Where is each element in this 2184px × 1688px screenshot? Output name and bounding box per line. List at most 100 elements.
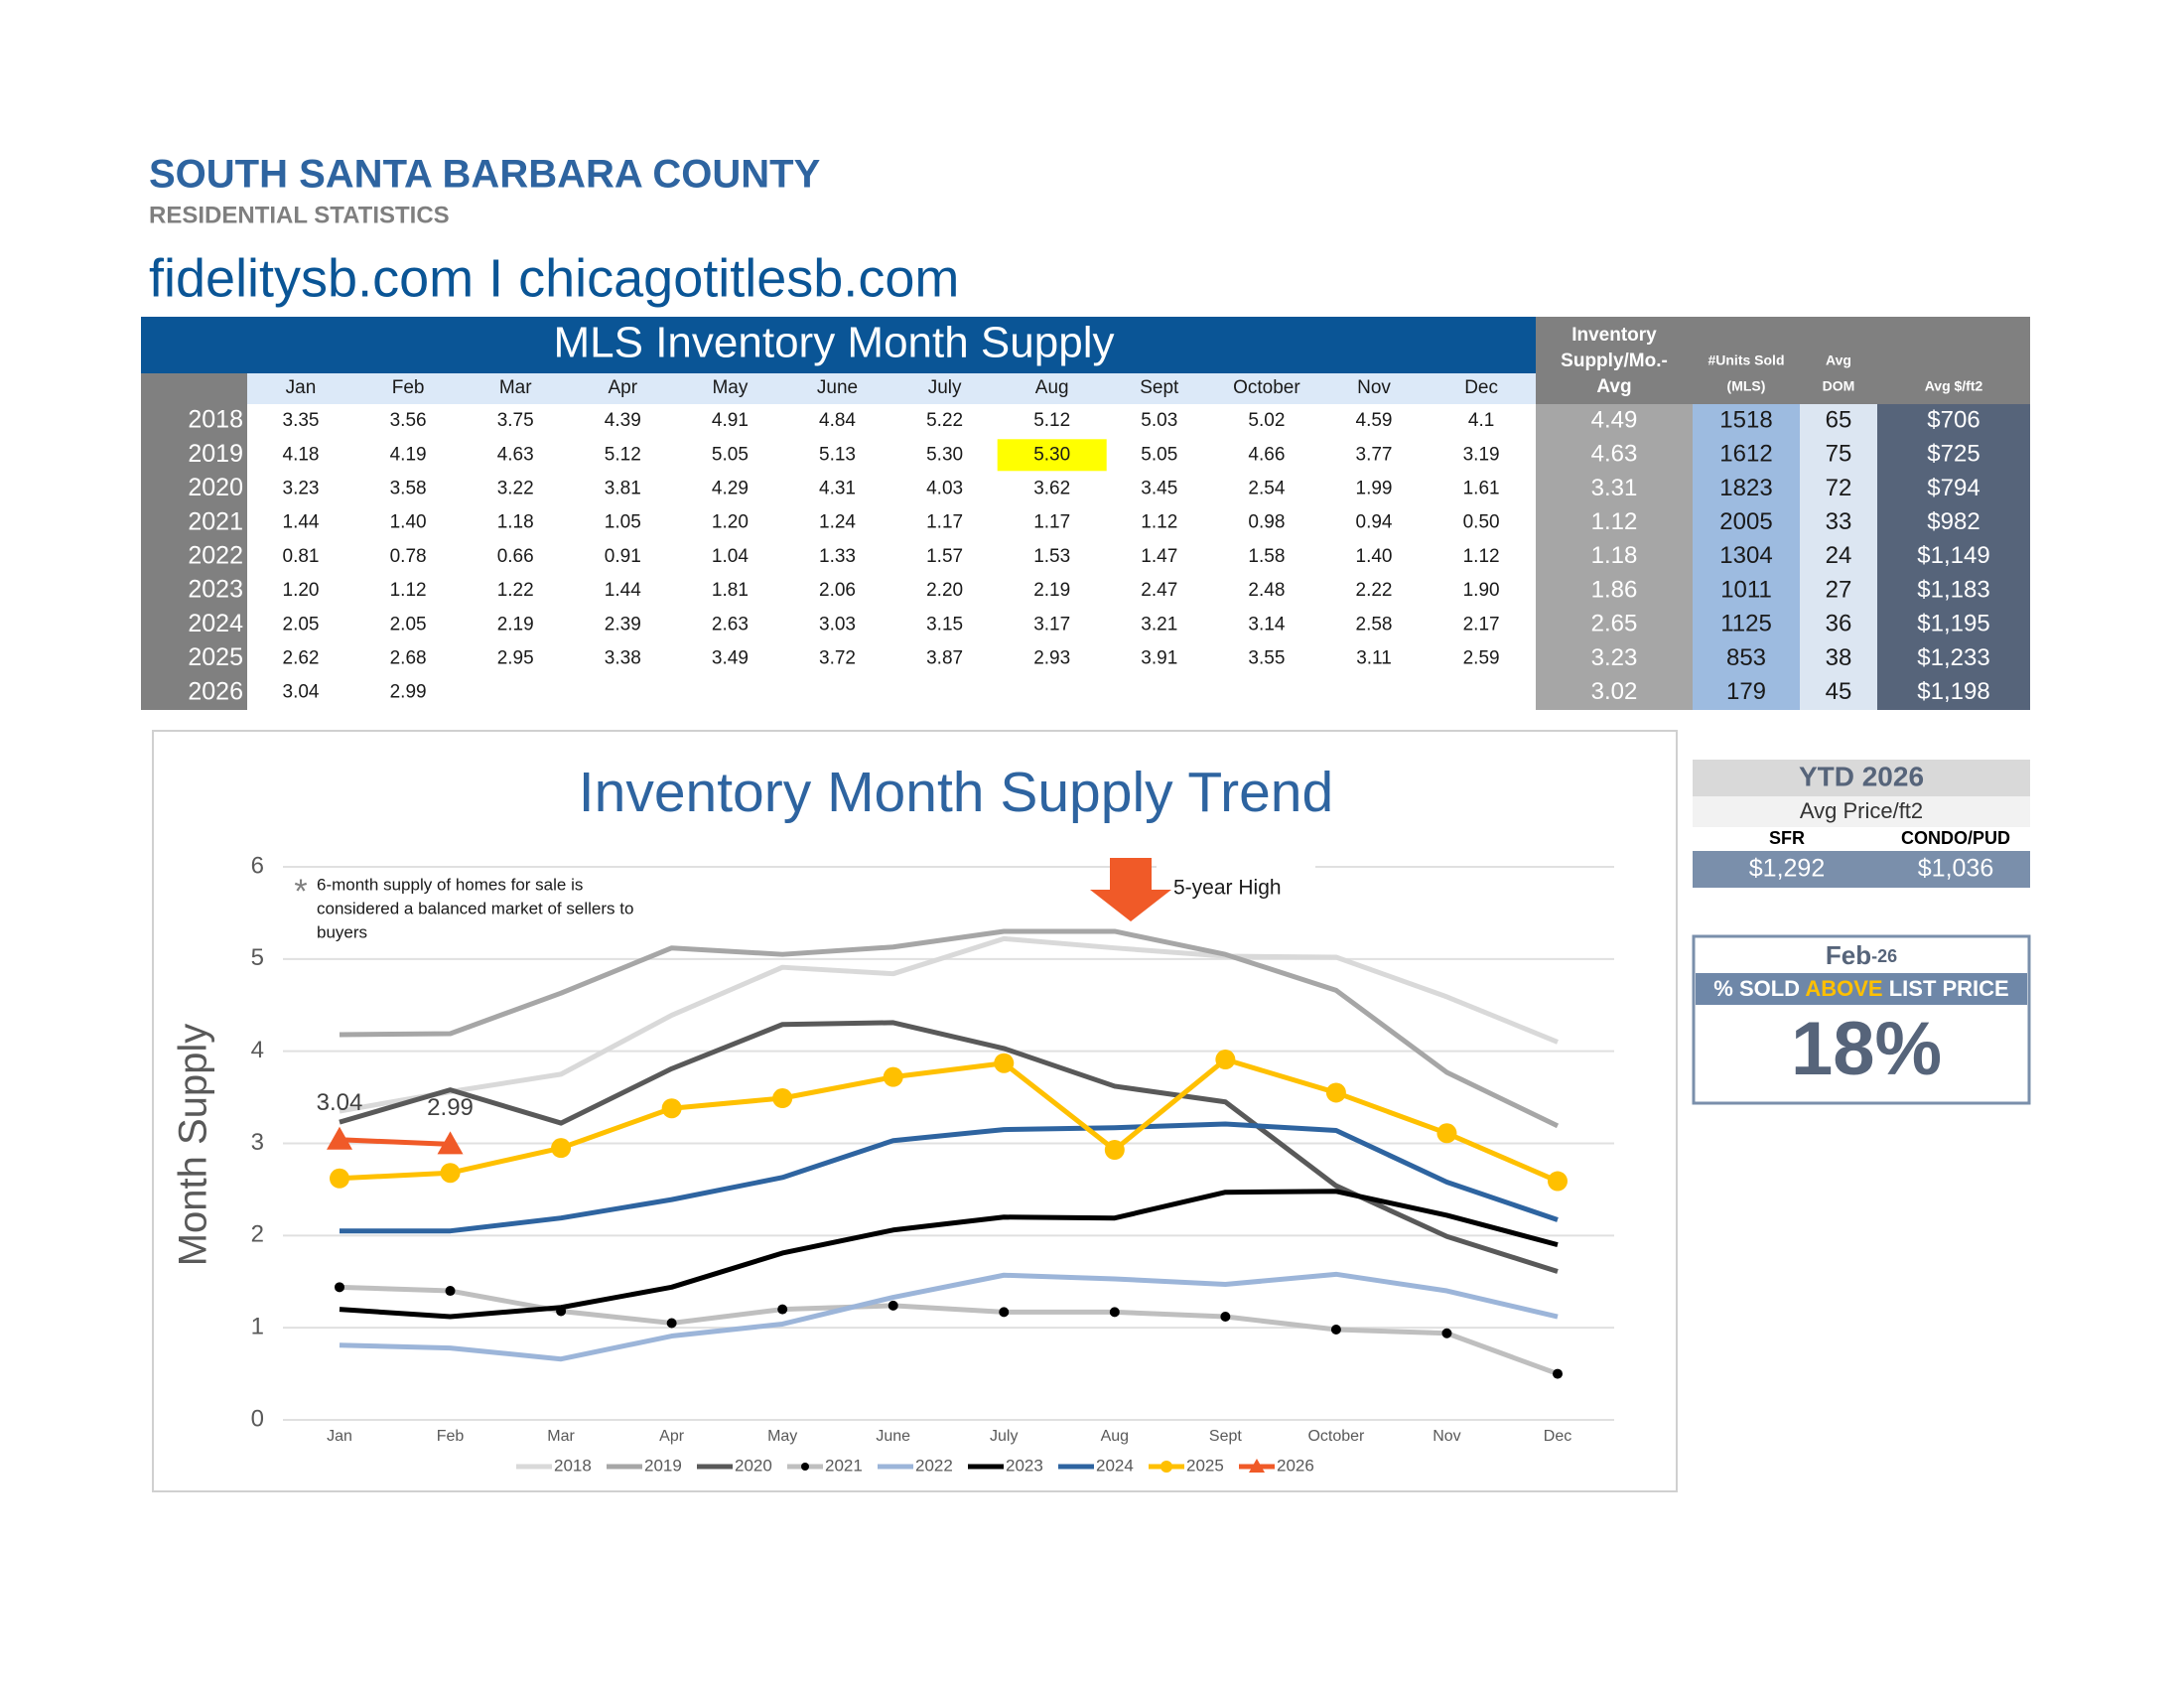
- month-header-label: Jan: [286, 377, 317, 398]
- side-cell: 1011: [1720, 576, 1772, 603]
- table-cell: 3.38: [605, 648, 641, 669]
- side-cell: 4.63: [1591, 441, 1638, 468]
- side-cell: 24: [1826, 542, 1852, 569]
- table-cell: 4.19: [390, 444, 427, 465]
- side-cell: $1,233: [1917, 644, 1989, 671]
- table-cell: 1.81: [712, 580, 749, 601]
- side-header-label: DOM: [1823, 378, 1855, 394]
- table-cell: 1.12: [1463, 546, 1500, 567]
- side-cell: 36: [1826, 611, 1852, 637]
- y-axis-label: Month Supply: [172, 1024, 215, 1267]
- table-cell: 5.30: [1033, 444, 1070, 465]
- side-cell: 1518: [1719, 406, 1772, 433]
- point: [999, 1307, 1010, 1318]
- links: fidelitysb.com I chicagotitlesb.com: [149, 248, 959, 308]
- note-line: buyers: [317, 922, 367, 941]
- table-cell: 2.05: [390, 614, 427, 634]
- ytd-subheader: [1693, 796, 2030, 827]
- point: [437, 1131, 464, 1155]
- table-cell: 1.05: [605, 512, 641, 533]
- side-column: [1877, 404, 2030, 710]
- month-header-label: Feb: [392, 377, 425, 398]
- row-year: 2024: [188, 610, 243, 637]
- sold-above-value: 18%: [1791, 1007, 1942, 1091]
- table-cell: 4.18: [283, 444, 320, 465]
- label-part: LIST PRICE: [1883, 976, 2009, 1001]
- ytd-title: YTD 2026: [1799, 761, 1924, 791]
- table-cell: 1.57: [926, 546, 963, 567]
- table-cell: 1.17: [1033, 512, 1070, 533]
- legend-label: 2021: [825, 1456, 863, 1475]
- side-cell: 65: [1826, 406, 1852, 433]
- table-cell: 4.91: [712, 410, 749, 431]
- table-cell: 3.56: [390, 410, 427, 431]
- table-title: MLS Inventory Month Supply: [554, 319, 1115, 367]
- legend-label: 2019: [644, 1456, 682, 1475]
- table-cell: 1.20: [283, 580, 320, 601]
- side-cell: 45: [1826, 678, 1852, 705]
- side-cell: 1304: [1719, 542, 1772, 569]
- table-cell: 0.81: [283, 546, 320, 567]
- table-cell: 1.99: [1356, 479, 1393, 499]
- side-cell: 2005: [1719, 508, 1772, 535]
- table-cell: 1.20: [712, 512, 749, 533]
- table-cell: 1.90: [1463, 580, 1500, 601]
- annotation: 5-year High: [1173, 877, 1282, 900]
- table-cell: 3.87: [926, 648, 963, 669]
- table-cell: 3.21: [1141, 614, 1177, 634]
- x-tick-label: Jan: [327, 1428, 352, 1445]
- table-cell: 2.39: [605, 614, 641, 634]
- point: [1215, 1050, 1236, 1070]
- table-cell: 4.59: [1356, 410, 1393, 431]
- table-cell: 1.17: [926, 512, 963, 533]
- x-tick-label: Mar: [547, 1428, 575, 1445]
- table-cell: 3.22: [497, 479, 534, 499]
- table-cell: 2.59: [1463, 648, 1500, 669]
- x-tick-label: Feb: [437, 1428, 465, 1445]
- side-cell: 179: [1726, 678, 1766, 705]
- x-tick-label: May: [767, 1428, 797, 1445]
- y-tick-label: 1: [251, 1314, 264, 1340]
- table-cell: 1.47: [1141, 546, 1177, 567]
- x-tick-label: Apr: [659, 1428, 685, 1445]
- point: [1220, 1312, 1231, 1323]
- table-cell: 1.53: [1033, 546, 1070, 567]
- note-line: 6-month supply of homes for sale is: [317, 875, 583, 894]
- point: [327, 1126, 352, 1150]
- table-cell: 3.55: [1248, 648, 1285, 669]
- side-header-label: (MLS): [1727, 378, 1766, 394]
- period-month: Feb: [1826, 940, 1871, 970]
- table-cell: 1.12: [390, 580, 427, 601]
- ytd-value: $1,292: [1749, 855, 1825, 883]
- point: [883, 1066, 903, 1087]
- legend-label: 2025: [1186, 1456, 1224, 1475]
- table-cell: 2.99: [390, 682, 427, 703]
- table-cell: 1.04: [712, 546, 749, 567]
- table-cell: 4.31: [819, 479, 856, 499]
- annotation-arrow: [1090, 858, 1171, 921]
- ytd-label: SFR: [1769, 828, 1805, 848]
- row-year: 2020: [188, 474, 243, 501]
- x-tick-label: Sept: [1209, 1428, 1242, 1445]
- table-cell: 1.22: [497, 580, 534, 601]
- side-header-label: Supply/Mo.-: [1561, 351, 1668, 371]
- point: [1325, 1082, 1346, 1103]
- table-cell: 1.24: [819, 512, 856, 533]
- table-cell: 2.22: [1356, 580, 1393, 601]
- legend-label: 2024: [1096, 1456, 1134, 1475]
- sold-above-label: % SOLD ABOVE LIST PRICE: [1713, 976, 2008, 1001]
- point: [445, 1286, 456, 1297]
- table-cell: 1.33: [819, 546, 856, 567]
- table-cell: 3.11: [1356, 648, 1392, 669]
- table-cell: 0.50: [1463, 512, 1500, 533]
- y-tick-label: 5: [251, 944, 264, 971]
- table-cell: 4.63: [497, 444, 534, 465]
- side-cell: $1,183: [1917, 576, 1989, 603]
- ytd-value: $1,036: [1918, 855, 1993, 883]
- month-header-label: July: [928, 377, 962, 398]
- month-header-label: October: [1233, 377, 1300, 398]
- table-cell: 3.81: [605, 479, 641, 499]
- legend-label: 2026: [1277, 1456, 1314, 1475]
- table-cell: 2.20: [926, 580, 963, 601]
